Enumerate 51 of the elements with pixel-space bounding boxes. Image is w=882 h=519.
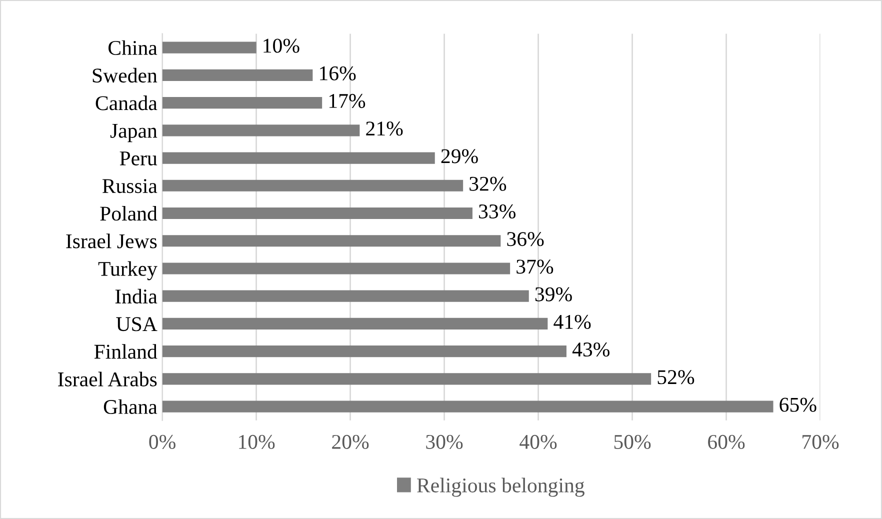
y-tick-label: Russia [102, 179, 158, 194]
y-tick-label: Ghana [104, 399, 158, 414]
bar [162, 373, 652, 385]
bar [162, 290, 529, 302]
y-tick-label: Canada [96, 96, 158, 110]
data-label: 32% [470, 176, 506, 191]
data-label: 43% [572, 342, 610, 357]
y-tick-label: Israel Arabs [58, 372, 157, 386]
bar [162, 96, 322, 109]
data-label: 37% [516, 260, 554, 274]
bar [162, 400, 774, 412]
data-label: 41% [554, 314, 591, 330]
x-tick-label: 0% [149, 434, 176, 450]
bar [162, 207, 472, 220]
x-tick-label: 70% [802, 434, 839, 450]
bar [162, 124, 360, 136]
y-tick-label: India [115, 288, 158, 304]
data-label: 65% [780, 398, 816, 412]
x-tick-label: 30% [426, 434, 463, 450]
x-tick-label: 40% [520, 434, 557, 450]
y-tick-label: Sweden [92, 68, 158, 83]
x-tick-label: 60% [708, 434, 745, 450]
data-label: 39% [535, 287, 572, 302]
y-tick-label: Finland [94, 344, 158, 359]
y-tick-label: Poland [100, 206, 158, 221]
bar [162, 235, 501, 247]
bar [162, 262, 510, 274]
data-label: 52% [658, 370, 694, 384]
y-tick-label: Israel Jews [66, 234, 157, 248]
x-tick-label: 20% [332, 434, 369, 450]
data-label: 21% [366, 122, 403, 136]
bar [162, 346, 566, 358]
y-tick-label: Turkey [98, 261, 158, 280]
y-tick-label: Japan [110, 124, 158, 142]
legend-label: Religious belonging [417, 478, 584, 497]
data-label: 29% [441, 149, 478, 164]
bar [162, 152, 435, 164]
data-label: 36% [507, 232, 544, 246]
y-tick-label: China [108, 40, 158, 55]
bar [162, 180, 464, 192]
data-label: 33% [479, 204, 516, 219]
bar [162, 42, 256, 54]
bar [162, 69, 313, 81]
data-label: 16% [320, 66, 356, 80]
y-tick-label: USA [116, 317, 158, 332]
data-label: 10% [264, 38, 300, 53]
x-tick-label: 10% [239, 434, 275, 450]
bar [162, 318, 548, 330]
y-tick-label: Peru [120, 152, 158, 166]
data-label: 17% [329, 94, 366, 108]
x-tick-label: 50% [614, 434, 651, 450]
